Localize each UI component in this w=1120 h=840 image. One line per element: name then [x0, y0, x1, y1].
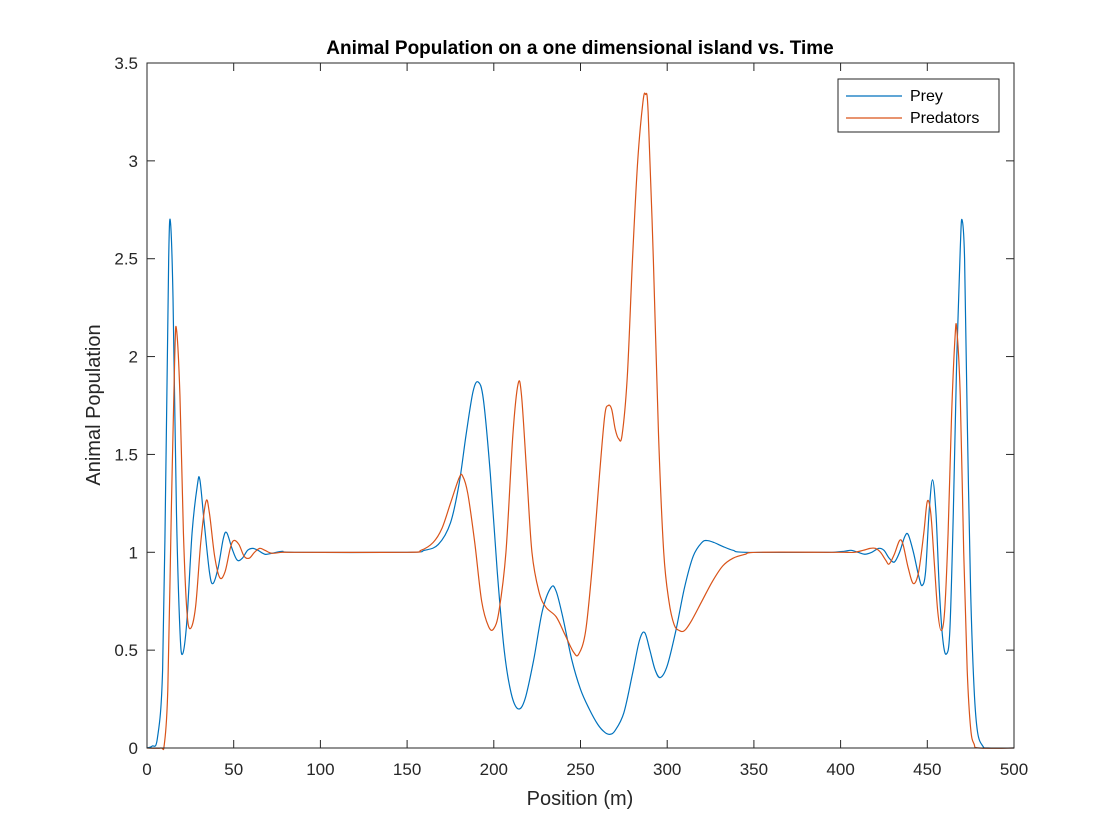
- plot-frame: [146, 62, 1015, 749]
- y-tick-label: 2.5: [114, 250, 138, 269]
- legend-label-predators: Predators: [910, 110, 979, 127]
- legend-box: [837, 78, 1000, 133]
- series-line-predators: [146, 92, 1015, 751]
- y-tick-label: 1: [129, 543, 138, 562]
- x-tick-label: 450: [913, 760, 941, 779]
- x-tick-label: 500: [1000, 760, 1028, 779]
- y-tick-label: 0.5: [114, 641, 138, 660]
- x-tick-label: 100: [306, 760, 334, 779]
- x-axis-label: Position (m): [527, 788, 634, 810]
- x-tick-label: 200: [480, 760, 508, 779]
- y-tick-label: 2: [129, 348, 138, 367]
- y-tick-label: 3: [129, 152, 138, 171]
- x-tick-label: 350: [740, 760, 768, 779]
- y-tick-label: 3.5: [114, 54, 138, 73]
- y-axis-label: Animal Population: [83, 324, 105, 485]
- x-tick-label: 50: [224, 760, 243, 779]
- x-tick-label: 300: [653, 760, 681, 779]
- series-line-prey: [146, 218, 1015, 749]
- x-tick-label: 400: [826, 760, 854, 779]
- y-tick-label: 1.5: [114, 445, 138, 464]
- axis-ticks: 0 50 100 150 200 250 300 350 400 450 500 0 0.5 1 1.5 2 2…: [114, 54, 1028, 779]
- legend-label-prey: Prey: [910, 88, 943, 105]
- legend: Prey Predators: [837, 78, 1000, 133]
- series-layer: [146, 92, 1015, 751]
- x-tick-label: 150: [393, 760, 421, 779]
- y-tick-label: 0: [129, 739, 138, 758]
- x-tick-label: 0: [142, 760, 151, 779]
- x-tick-label: 250: [566, 760, 594, 779]
- chart-title: Animal Population on a one dimensional i…: [326, 38, 833, 59]
